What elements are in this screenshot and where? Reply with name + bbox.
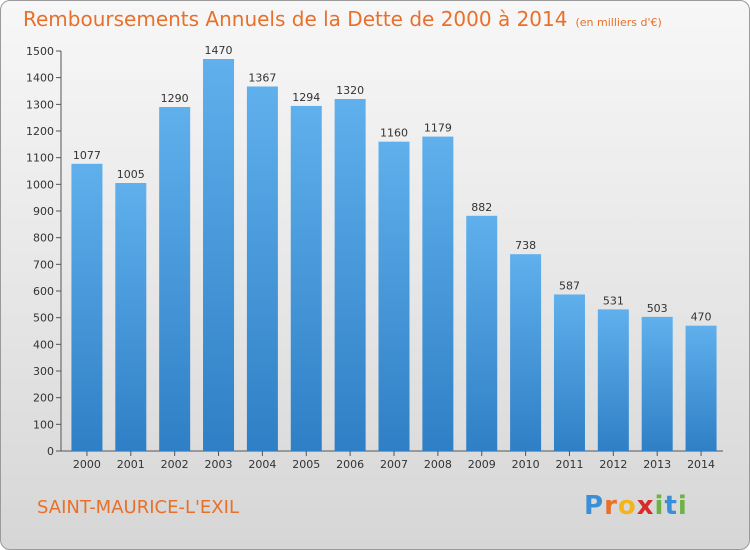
bar [685,325,717,451]
data-label: 1367 [248,71,276,84]
x-tick-label: 2004 [248,458,276,471]
bar [641,316,673,451]
x-tick-label: 2014 [687,458,715,471]
data-label: 531 [603,294,624,307]
data-label: 1160 [380,127,408,140]
bar [334,99,366,451]
y-tick-label: 300 [33,365,54,378]
bar [290,105,322,451]
data-label: 882 [471,201,492,214]
data-label: 738 [515,239,536,252]
y-tick-label: 600 [33,285,54,298]
x-tick-label: 2000 [73,458,101,471]
bar [466,215,498,451]
logo-letter: r [604,491,618,521]
bar [510,254,542,451]
bar [115,183,147,451]
data-label: 503 [647,302,668,315]
bar [553,294,585,451]
x-tick-label: 2006 [336,458,364,471]
data-label: 470 [691,311,712,324]
bar [378,141,410,451]
y-tick-label: 700 [33,258,54,271]
x-tick-label: 2008 [424,458,452,471]
x-tick-label: 2001 [117,458,145,471]
data-label: 1294 [292,91,320,104]
y-tick-label: 500 [33,312,54,325]
x-tick-label: 2010 [512,458,540,471]
commune-name: SAINT-MAURICE-L'EXIL [37,497,239,518]
data-label: 1470 [205,44,233,57]
logo-letter: i [677,491,688,521]
x-tick-label: 2002 [161,458,189,471]
data-label: 1005 [117,168,145,181]
bar [71,163,103,452]
logo-letter: t [664,491,678,521]
y-tick-label: 200 [33,392,54,405]
bar [203,59,235,451]
logo-letter: x [636,491,655,521]
x-tick-label: 2003 [205,458,233,471]
y-tick-label: 0 [47,445,54,458]
y-tick-label: 1000 [26,178,54,191]
bar [597,309,629,451]
y-tick-label: 1400 [26,72,54,85]
chart-title-text: Remboursements Annuels de la Dette de 20… [23,7,568,31]
y-tick-label: 100 [33,418,54,431]
bar [246,86,278,451]
y-tick-label: 1200 [26,125,54,138]
y-tick-label: 900 [33,205,54,218]
data-label: 1179 [424,122,452,135]
x-tick-label: 2009 [468,458,496,471]
y-tick-label: 400 [33,338,54,351]
bar [159,107,191,451]
y-tick-label: 1500 [26,45,54,58]
logo-letter: P [584,491,605,521]
bar [422,136,454,451]
y-tick-label: 800 [33,232,54,245]
x-tick-label: 2007 [380,458,408,471]
data-label: 1290 [161,92,189,105]
chart-unit: (en milliers d'€) [575,16,662,29]
data-label: 1320 [336,84,364,97]
x-tick-label: 2005 [292,458,320,471]
proxiti-logo[interactable]: Proxiti [584,491,688,521]
x-tick-label: 2013 [643,458,671,471]
x-tick-label: 2011 [555,458,583,471]
y-tick-label: 1100 [26,152,54,165]
logo-letter: i [654,491,665,521]
plot-area: 0 100 200 300 400 500 600 700 800 900 1000 1100 1200… [26,44,723,471]
chart-title: Remboursements Annuels de la Dette de 20… [23,7,662,31]
logo-letter: o [617,491,637,521]
data-label: 1077 [73,149,101,162]
data-label: 587 [559,279,580,292]
x-tick-label: 2012 [599,458,627,471]
y-tick-label: 1300 [26,98,54,111]
